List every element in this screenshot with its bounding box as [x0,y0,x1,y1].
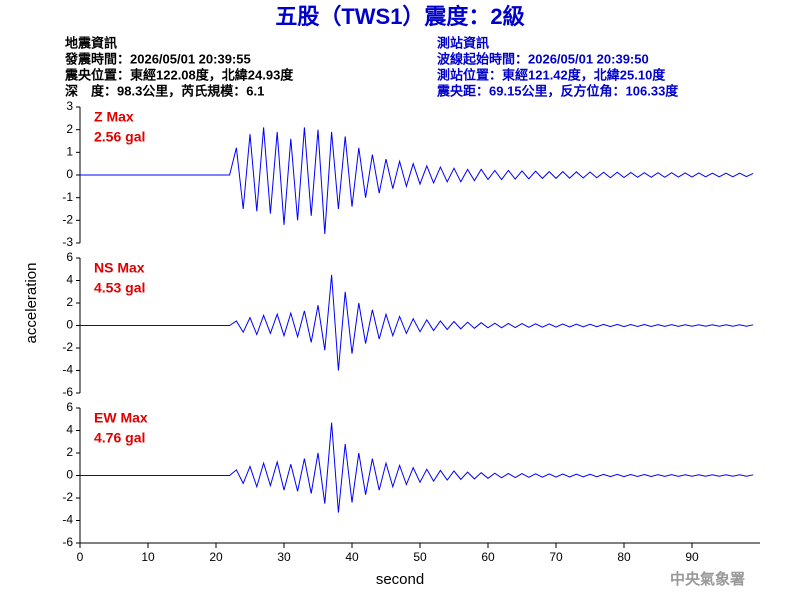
y-tick-label: -6 [62,535,73,549]
x-tick-label: 80 [617,550,631,564]
y-tick-label: -2 [62,490,73,504]
credit: 中央氣象署 [670,570,745,588]
x-tick-label: 40 [345,550,359,564]
annotation: NS Max [94,260,145,276]
y-tick-label: 4 [66,273,73,287]
info-right: 震央距：69.15公里，反方位角：106.33度 [436,83,679,98]
chart-title: 五股（TWS1）震度：2級 [275,4,524,29]
y-tick-label: 1 [66,145,73,159]
x-tick-label: 70 [549,550,563,564]
y-tick-label: 0 [66,318,73,332]
y-tick-label: 0 [66,167,73,181]
info-right: 測站位置：東經121.42度，北緯25.10度 [437,67,666,82]
info-left: 深 度：98.3公里，芮氏規模：6.1 [65,83,264,98]
y-tick-label: -4 [62,363,73,377]
x-tick-label: 0 [77,550,84,564]
y-tick-label: 2 [66,295,73,309]
waveform [80,127,754,234]
annotation: 4.53 gal [94,280,145,296]
annotation: Z Max [94,109,134,125]
y-tick-label: -4 [62,513,73,527]
y-tick-label: 6 [66,400,73,414]
x-tick-label: 90 [685,550,699,564]
y-tick-label: -1 [62,190,73,204]
info-left: 地震資訊 [65,35,117,50]
info-right: 測站資訊 [437,35,489,50]
info-right: 波線起始時間：2026/05/01 20:39:50 [437,51,649,66]
y-tick-label: -3 [62,235,73,249]
y-tick-label: -6 [62,385,73,399]
y-tick-label: 0 [66,468,73,482]
y-tick-label: -2 [62,213,73,227]
x-tick-label: 20 [209,550,223,564]
annotation: EW Max [94,410,148,426]
annotation: 4.76 gal [94,430,145,446]
y-tick-label: 6 [66,250,73,264]
x-tick-label: 30 [277,550,291,564]
info-left: 發震時間：2026/05/01 20:39:55 [64,51,251,66]
annotation: 2.56 gal [94,129,145,145]
waveform [80,274,754,371]
x-tick-label: 60 [481,550,495,564]
x-axis-label: second [376,571,424,588]
waveform [80,422,754,513]
y-tick-label: 2 [66,122,73,136]
y-tick-label: -2 [62,340,73,354]
x-tick-label: 10 [141,550,155,564]
info-left: 震央位置：東經122.08度，北緯24.93度 [64,67,294,82]
y-tick-label: 2 [66,445,73,459]
y-axis-label: acceleration [23,263,40,344]
x-tick-label: 50 [413,550,427,564]
y-tick-label: 4 [66,423,73,437]
y-tick-label: 3 [66,99,73,113]
